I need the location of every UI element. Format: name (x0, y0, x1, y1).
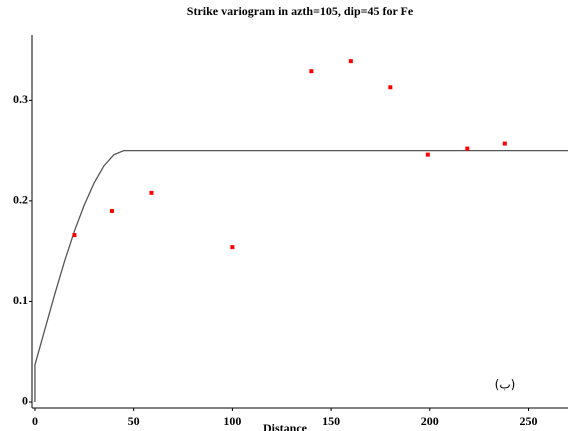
point (388, 85, 393, 90)
y-tick-label: 0.2 (13, 193, 28, 207)
point (230, 245, 235, 250)
y-tick-label: 0.3 (13, 92, 28, 106)
y-tick-label: 0 (22, 394, 28, 408)
point (149, 190, 154, 195)
model-curve (34, 149, 568, 402)
chart-title: Strike variogram in azth=105, dip=45 for… (187, 4, 414, 18)
annotation: (ب) (495, 378, 516, 392)
point (502, 141, 507, 146)
x-tick-label: 250 (520, 414, 538, 428)
point (109, 208, 114, 213)
point (72, 233, 77, 238)
point (425, 152, 430, 157)
point (309, 69, 314, 74)
point (465, 146, 470, 151)
x-tick-label: 100 (223, 414, 241, 428)
x-axis-label: Distance (263, 421, 308, 431)
x-tick-label: 0 (32, 414, 38, 428)
x-tick-label: 150 (322, 414, 340, 428)
x-tick-label: 200 (421, 414, 439, 428)
y-tick-label: 0.1 (13, 293, 28, 307)
x-tick-label: 50 (128, 414, 140, 428)
point (348, 59, 353, 64)
